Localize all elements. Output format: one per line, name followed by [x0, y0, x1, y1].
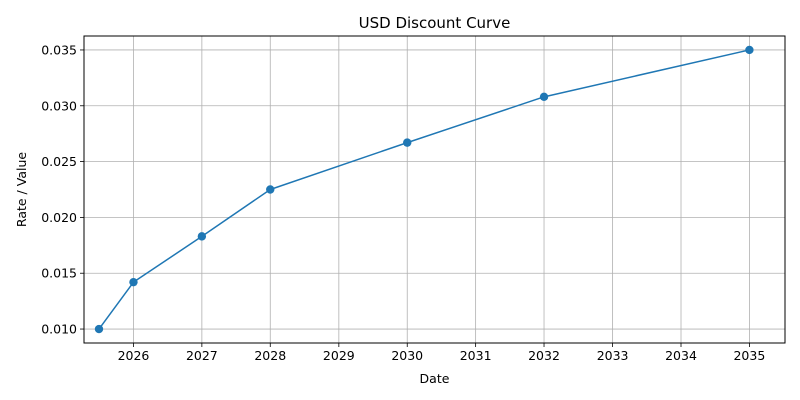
grid — [84, 36, 785, 343]
data-point — [266, 185, 275, 194]
data-point — [129, 277, 138, 287]
y-axis-ticks: 0.010 0.015 0.020 0.025 0.030 0.035 — [41, 42, 84, 337]
x-tick-label: 2027 — [186, 348, 218, 363]
x-tick-label: 2034 — [665, 348, 697, 363]
data-point — [197, 232, 207, 241]
x-tick-label: 2026 — [118, 348, 150, 363]
y-tick-label: 0.030 — [41, 98, 77, 113]
data-point — [539, 92, 549, 102]
y-axis-label: Rate / Value — [14, 152, 29, 227]
x-tick-label: 2028 — [254, 348, 286, 363]
y-tick-label: 0.025 — [41, 154, 77, 169]
x-tick-label: 2029 — [323, 348, 355, 363]
series-layer — [94, 45, 754, 334]
y-tick-label: 0.015 — [41, 266, 77, 281]
data-point — [403, 138, 412, 147]
x-tick-label: 2033 — [597, 348, 629, 363]
y-tick-label: 0.035 — [41, 42, 77, 57]
y-tick-label: 0.020 — [41, 210, 77, 225]
data-point — [745, 45, 754, 55]
x-tick-label: 2032 — [528, 348, 560, 363]
x-tick-label: 2035 — [733, 348, 765, 363]
data-point — [94, 324, 104, 334]
x-tick-label: 2031 — [460, 348, 492, 363]
x-tick-label: 2030 — [391, 348, 423, 363]
y-tick-label: 0.010 — [41, 322, 77, 337]
chart-title: USD Discount Curve — [359, 14, 511, 32]
x-axis-ticks: 2026 2027 2028 2029 2030 2031 2032 2033 2034 2035 — [118, 343, 765, 363]
plot-frame — [83, 35, 786, 344]
x-axis-label: Date — [420, 371, 450, 386]
